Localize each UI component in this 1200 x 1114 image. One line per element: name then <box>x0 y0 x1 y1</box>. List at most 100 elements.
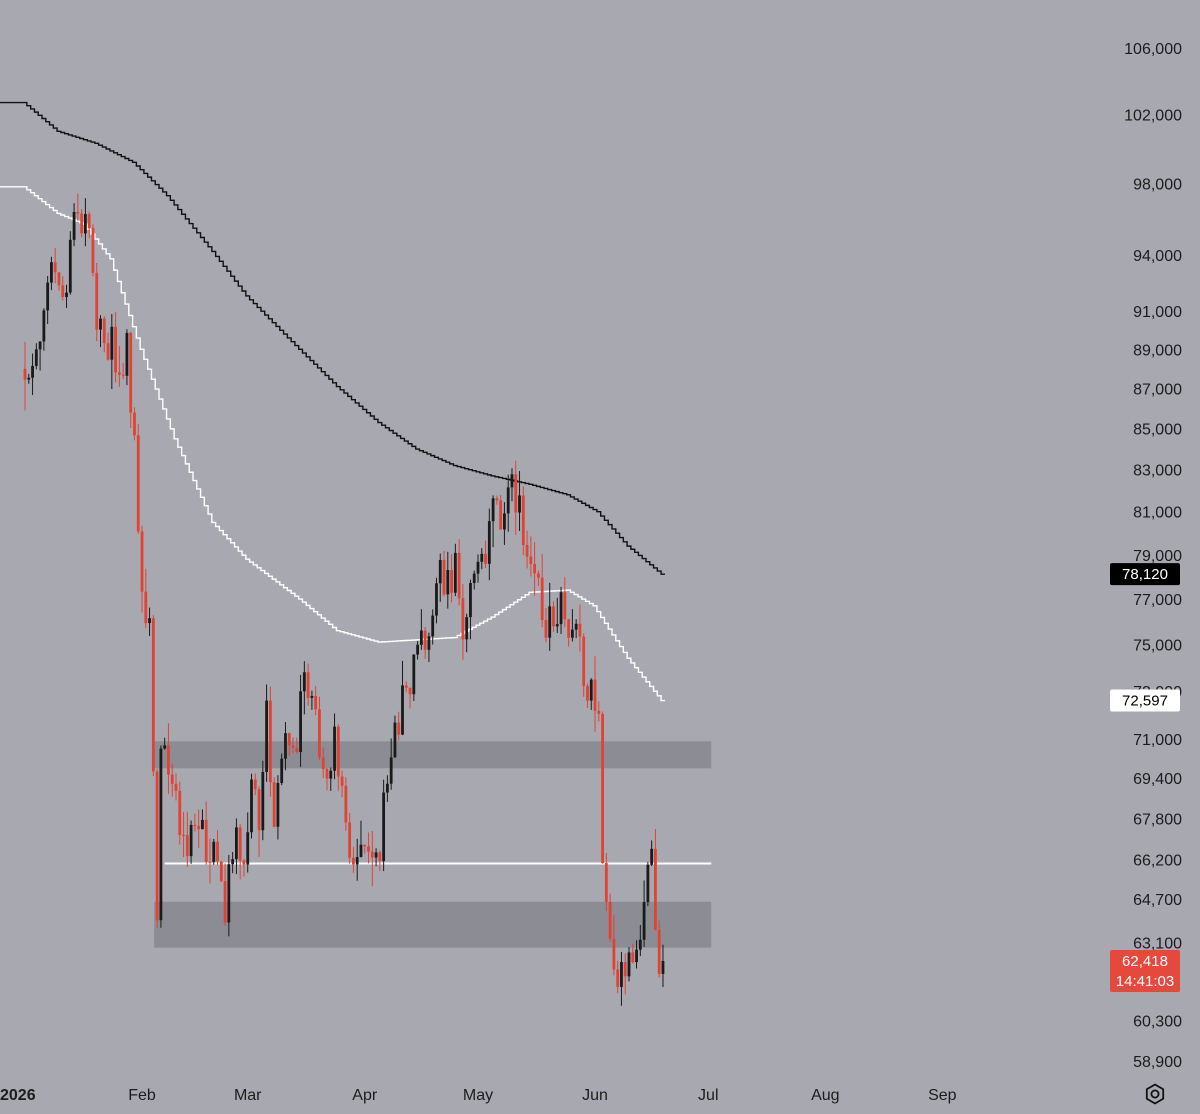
candle <box>117 346 121 387</box>
price-tick-label: 91,000 <box>1133 304 1182 321</box>
candle <box>616 960 620 994</box>
candle <box>302 661 306 715</box>
price-tick-label: 60,300 <box>1133 1014 1182 1031</box>
price-tick-label: 94,000 <box>1133 248 1182 265</box>
candle <box>223 863 227 926</box>
candle <box>336 724 340 791</box>
candle <box>212 838 216 865</box>
candle <box>654 829 657 931</box>
price-tick-label: 79,000 <box>1133 548 1182 565</box>
price-tick-label: 71,000 <box>1133 732 1182 749</box>
candle <box>31 353 34 395</box>
candle <box>318 696 321 760</box>
candle <box>393 715 397 758</box>
candle <box>257 786 261 857</box>
candle <box>363 844 367 854</box>
price-axis[interactable]: 106,000 102,000 98,000 94,000 91,000 89,000 87… <box>1124 41 1182 1071</box>
candle <box>227 854 231 937</box>
candle <box>272 777 276 828</box>
candle <box>38 341 42 371</box>
candle <box>555 597 559 633</box>
candle <box>325 767 329 791</box>
candle <box>84 198 87 247</box>
candle <box>480 548 484 570</box>
candle <box>582 633 586 697</box>
price-tick-label: 83,000 <box>1133 463 1182 480</box>
candle <box>404 681 408 693</box>
candle <box>593 656 597 732</box>
candle <box>378 850 382 871</box>
candle <box>291 737 295 754</box>
candle <box>242 858 246 877</box>
candle <box>155 768 159 929</box>
candle <box>238 824 242 880</box>
candle <box>627 947 631 982</box>
candle <box>178 781 182 845</box>
candle <box>574 619 578 639</box>
candle <box>661 944 665 987</box>
candle <box>620 951 623 1006</box>
candle <box>306 663 310 706</box>
candle <box>321 747 325 779</box>
price-tick-label: 89,000 <box>1133 342 1182 359</box>
time-axis[interactable]: 2026 Feb Mar Apr May Jun Jul Aug Sep <box>0 1087 957 1104</box>
candle <box>246 812 250 873</box>
time-tick-label: Mar <box>234 1087 262 1104</box>
time-tick-label: Jul <box>698 1087 718 1104</box>
candle <box>612 915 616 976</box>
price-tag: 72,597 <box>1110 689 1180 712</box>
price-tick-label: 77,000 <box>1133 592 1182 609</box>
candle <box>386 775 389 802</box>
candle <box>431 609 435 645</box>
candle <box>193 813 197 832</box>
candle <box>121 363 125 380</box>
candle <box>521 486 525 556</box>
candle <box>151 615 155 777</box>
candle <box>635 940 638 969</box>
candle <box>491 495 495 548</box>
candle <box>548 582 552 651</box>
gear-icon[interactable] <box>1143 1082 1167 1106</box>
candle <box>310 690 314 710</box>
candle <box>182 812 185 858</box>
candle <box>461 584 465 660</box>
candle <box>340 770 344 798</box>
candle <box>529 536 533 577</box>
zones-layer <box>154 741 712 948</box>
candle <box>163 737 167 750</box>
candle <box>216 830 219 866</box>
price-tick-label: 69,400 <box>1133 771 1182 788</box>
price-tag-label: 62,418 <box>1122 953 1168 970</box>
candle <box>167 723 170 795</box>
candle <box>42 308 46 351</box>
candle <box>657 920 661 978</box>
candle <box>295 737 299 754</box>
candle <box>250 773 253 839</box>
candle <box>344 777 348 831</box>
price-tick-label: 64,700 <box>1133 892 1182 909</box>
candle <box>374 848 378 867</box>
candle <box>370 831 374 887</box>
candle <box>159 745 163 928</box>
candle <box>170 763 174 797</box>
time-tick-label: Aug <box>811 1087 839 1104</box>
candle <box>623 953 627 995</box>
candle <box>185 811 189 867</box>
candle <box>50 256 53 291</box>
candle <box>453 543 457 597</box>
candle <box>423 626 427 659</box>
candle <box>299 674 302 767</box>
candle <box>87 211 91 239</box>
candle <box>469 579 472 640</box>
price-tag-label: 78,120 <box>1122 566 1168 583</box>
candle <box>208 838 212 884</box>
price-tick-label: 81,000 <box>1133 505 1182 522</box>
candle <box>510 468 514 502</box>
price-tick-label: 58,900 <box>1133 1054 1182 1071</box>
candle <box>352 847 355 873</box>
candle <box>476 554 480 583</box>
candle <box>189 820 193 864</box>
candle <box>559 586 563 634</box>
